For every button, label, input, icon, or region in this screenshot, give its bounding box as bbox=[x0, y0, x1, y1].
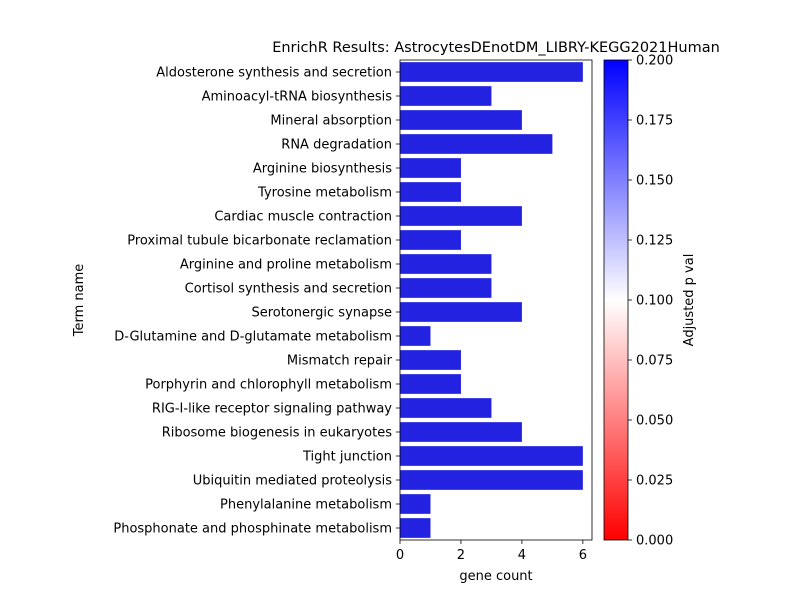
bar bbox=[400, 182, 461, 202]
colorbar-tick-label: 0.025 bbox=[636, 474, 673, 489]
bar bbox=[400, 158, 461, 178]
bar bbox=[400, 422, 522, 442]
bar bbox=[400, 134, 553, 154]
y-tick-label: Mismatch repair bbox=[287, 354, 393, 369]
y-tick-label: Proximal tubule bicarbonate reclamation bbox=[127, 234, 392, 249]
bar bbox=[400, 374, 461, 394]
bar bbox=[400, 470, 583, 490]
bar bbox=[400, 62, 583, 82]
colorbar-tick-label: 0.150 bbox=[636, 174, 673, 189]
y-tick-label: Aldosterone synthesis and secretion bbox=[156, 66, 392, 81]
bars-layer bbox=[400, 62, 583, 538]
bar bbox=[400, 302, 522, 322]
bar bbox=[400, 278, 492, 298]
y-tick-labels: Aldosterone synthesis and secretion Amino… bbox=[113, 66, 400, 537]
y-tick-label: RNA degradation bbox=[281, 138, 392, 153]
y-tick-label: Phosphonate and phosphinate metabolism bbox=[113, 522, 392, 537]
colorbar-tick-label: 0.100 bbox=[636, 294, 673, 309]
colorbar: 0.000 0.025 0.050 0.075 0.100 0.125 0.150 0.175… bbox=[603, 54, 697, 549]
y-tick-label: Mineral absorption bbox=[270, 114, 392, 129]
y-tick-label: Ubiquitin mediated proteolysis bbox=[193, 474, 393, 489]
bar bbox=[400, 350, 461, 370]
y-tick-label: Cortisol synthesis and secretion bbox=[185, 282, 392, 297]
colorbar-label: Adjusted p val bbox=[682, 254, 697, 347]
colorbar-tick-label: 0.075 bbox=[636, 354, 673, 369]
bar bbox=[400, 86, 492, 106]
bar bbox=[400, 110, 522, 130]
x-tick-label: 4 bbox=[518, 548, 526, 563]
y-tick-label: Tyrosine metabolism bbox=[257, 186, 392, 201]
colorbar-tick-label: 0.125 bbox=[636, 234, 673, 249]
y-tick-label: RIG-I-like receptor signaling pathway bbox=[152, 402, 392, 417]
colorbar-ticks: 0.000 0.025 0.050 0.075 0.100 0.125 0.150 0.175… bbox=[628, 54, 673, 549]
y-tick-label: D-Glutamine and D-glutamate metabolism bbox=[114, 330, 392, 345]
y-tick-label: Cardiac muscle contraction bbox=[214, 210, 392, 225]
x-tick-label: 0 bbox=[396, 548, 404, 563]
bar bbox=[400, 494, 431, 514]
colorbar-gradient bbox=[603, 59, 629, 541]
bar bbox=[400, 206, 522, 226]
colorbar-tick-label: 0.200 bbox=[636, 54, 673, 69]
plot-frame bbox=[399, 59, 593, 541]
x-tick-label: 6 bbox=[579, 548, 587, 563]
x-axis-label: gene count bbox=[459, 569, 532, 584]
x-axis: 0 2 4 6 bbox=[396, 540, 587, 563]
y-tick-label: Aminoacyl-tRNA biosynthesis bbox=[202, 90, 393, 105]
y-tick-label: Arginine biosynthesis bbox=[253, 162, 392, 177]
y-tick-label: Phenylalanine metabolism bbox=[220, 498, 392, 513]
y-tick-label: Ribosome biogenesis in eukaryotes bbox=[162, 426, 393, 441]
bar bbox=[400, 446, 583, 466]
bar bbox=[400, 518, 431, 538]
y-tick-label: Tight junction bbox=[302, 450, 392, 465]
colorbar-tick-label: 0.175 bbox=[636, 114, 673, 129]
x-tick-label: 2 bbox=[457, 548, 465, 563]
bar bbox=[400, 326, 431, 346]
chart-title: EnrichR Results: AstrocytesDEnotDM_LIBRY… bbox=[272, 40, 720, 56]
y-tick-label: Porphyrin and chlorophyll metabolism bbox=[145, 378, 392, 393]
y-axis-label: Term name bbox=[72, 264, 87, 338]
bar bbox=[400, 398, 492, 418]
colorbar-tick-label: 0.000 bbox=[636, 534, 673, 549]
y-tick-label: Arginine and proline metabolism bbox=[180, 258, 392, 273]
bar bbox=[400, 254, 492, 274]
bar bbox=[400, 230, 461, 250]
colorbar-tick-label: 0.050 bbox=[636, 414, 673, 429]
y-tick-label: Serotonergic synapse bbox=[251, 306, 392, 321]
